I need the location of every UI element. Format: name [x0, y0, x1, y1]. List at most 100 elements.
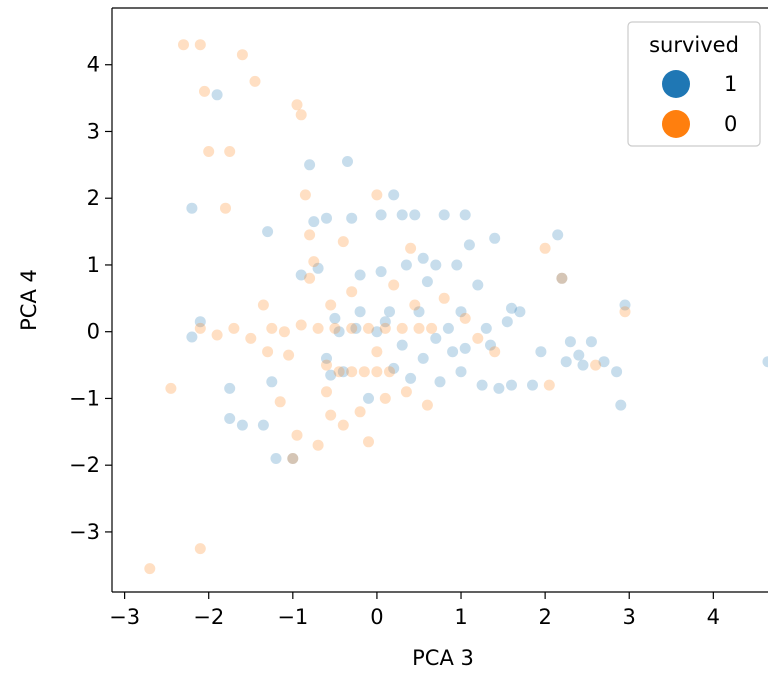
data-point-0-58	[556, 272, 568, 284]
data-point-1-65	[577, 359, 589, 371]
data-point-0-17	[325, 409, 337, 421]
data-point-0-39	[413, 322, 425, 334]
x-tick-label: −1	[277, 605, 308, 629]
data-point-0-30	[262, 346, 274, 358]
data-point-0-33	[312, 322, 324, 334]
data-point-1-55	[506, 302, 517, 314]
data-point-1-67	[598, 356, 610, 368]
data-point-1-27	[375, 266, 387, 278]
data-point-0-42	[346, 366, 358, 378]
legend-marker-1	[662, 70, 690, 98]
data-point-1-72	[329, 312, 341, 324]
data-point-0-19	[266, 322, 278, 334]
data-point-0-8	[220, 202, 231, 214]
data-point-0-32	[295, 319, 307, 331]
data-point-0-44	[371, 366, 383, 378]
data-point-1-19	[337, 366, 349, 378]
data-point-1-24	[363, 392, 374, 404]
data-point-0-59	[543, 379, 555, 391]
axes-layer: −3 −2 −1 0 1 2 3 4 −3 −2 −1 0 1 2 3 4	[69, 7, 768, 629]
data-point-1-3	[211, 89, 223, 101]
data-point-0-11	[299, 189, 311, 201]
data-point-0-54	[459, 312, 471, 324]
x-tick-label: 0	[370, 605, 383, 629]
data-point-0-29	[245, 332, 257, 344]
data-point-0-63	[346, 286, 358, 298]
data-point-1-35	[417, 252, 429, 264]
x-tick-label: 3	[623, 605, 636, 629]
data-point-0-7	[224, 146, 236, 157]
data-point-1-41	[442, 322, 454, 334]
data-point-0-4	[236, 49, 248, 61]
y-tick-label: 2	[87, 186, 100, 210]
data-point-1-63	[564, 336, 576, 348]
data-point-1-40	[438, 209, 450, 221]
data-point-0-6	[203, 146, 215, 157]
data-point-1-9	[266, 376, 278, 388]
data-point-1-70	[619, 299, 631, 311]
data-point-1-64	[573, 349, 585, 361]
y-tick-label: 3	[87, 119, 100, 143]
data-point-0-16	[308, 256, 320, 268]
data-point-1-47	[463, 239, 475, 251]
data-point-1-10	[270, 453, 282, 464]
data-point-0-41	[333, 366, 345, 378]
data-point-1-23	[354, 306, 366, 318]
data-point-0-35	[346, 322, 358, 334]
data-point-1-52	[489, 232, 501, 244]
data-point-0-62	[304, 272, 316, 284]
x-tick-label: 4	[707, 605, 720, 629]
data-point-1-32	[405, 372, 417, 384]
data-point-1-20	[342, 156, 353, 167]
data-point-0-27	[211, 329, 223, 341]
data-point-0-3	[199, 85, 210, 97]
data-point-0-0	[144, 563, 156, 575]
data-point-1-33	[409, 209, 421, 221]
y-tick-label: −3	[69, 520, 100, 544]
data-point-1-6	[236, 419, 248, 431]
data-point-0-68	[325, 299, 337, 311]
data-point-0-53	[438, 292, 450, 304]
data-point-1-49	[476, 379, 488, 391]
data-point-0-34	[329, 322, 341, 334]
data-point-1-1	[194, 316, 206, 328]
data-point-1-66	[585, 336, 597, 348]
legend-marker-0	[662, 110, 690, 138]
data-point-1-79	[455, 366, 467, 378]
data-point-1-0	[186, 202, 198, 214]
data-point-1-31	[400, 259, 412, 271]
data-point-1-13	[304, 159, 316, 171]
y-tick-label: 0	[87, 320, 100, 344]
data-point-0-51	[400, 386, 412, 398]
data-point-0-60	[590, 359, 602, 371]
data-point-1-53	[493, 382, 505, 394]
data-point-0-47	[312, 439, 324, 451]
data-point-1-50	[480, 322, 492, 334]
data-point-0-57	[539, 242, 551, 254]
data-point-0-12	[194, 543, 206, 555]
data-point-1-57	[514, 306, 526, 318]
points-layer	[144, 39, 768, 575]
data-point-0-2	[178, 39, 189, 51]
data-point-1-25	[371, 326, 383, 338]
data-point-0-64	[388, 279, 400, 291]
data-point-1-77	[321, 212, 332, 224]
data-point-1-48	[472, 279, 484, 291]
legend-title: survived	[649, 33, 739, 57]
x-tick-label: 2	[538, 605, 551, 629]
data-point-0-14	[274, 396, 286, 408]
data-point-1-18	[333, 326, 345, 338]
data-point-1-38	[430, 259, 442, 271]
data-point-1-14	[308, 216, 320, 228]
x-axis-label: PCA 3	[412, 646, 474, 670]
y-axis-label: PCA 4	[17, 269, 41, 331]
data-point-0-25	[405, 242, 417, 254]
data-point-0-28	[228, 322, 240, 334]
data-point-0-67	[257, 299, 269, 311]
data-point-1-69	[615, 399, 627, 411]
data-point-1-17	[325, 369, 337, 381]
data-point-1-43	[451, 259, 463, 271]
data-point-1-26	[375, 209, 387, 221]
data-point-1-42	[447, 346, 459, 358]
